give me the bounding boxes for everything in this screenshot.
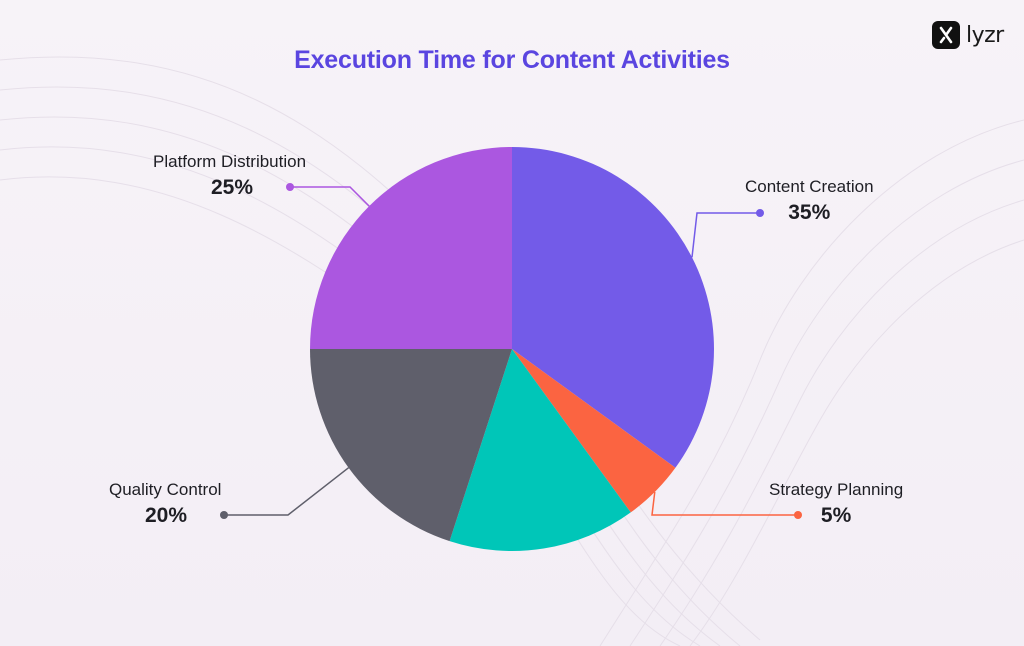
label-strategy-planning: Strategy Planning 5% [769, 480, 903, 528]
label-quality-control: Quality Control 20% [109, 480, 221, 528]
pie-slice-quality-control [310, 349, 512, 542]
pie-slice-content-creation [512, 147, 714, 468]
leader-line [691, 212, 760, 258]
lyzr-logo-icon [932, 21, 960, 49]
slice-percent: 35% [788, 201, 831, 224]
label-content-creation: Content Creation 35% [745, 177, 874, 225]
slice-name: Content Creation [745, 177, 874, 196]
pie-slice-platform-distribution [310, 147, 512, 349]
leader-line [290, 186, 370, 207]
leader-line [651, 491, 798, 516]
leader-dot [286, 183, 294, 191]
leader-dot [220, 511, 228, 519]
leader-dot [756, 209, 764, 217]
slice-percent: 25% [211, 176, 254, 199]
slice-name: Quality Control [109, 480, 222, 499]
leader-line [224, 467, 350, 516]
slice-percent: 5% [820, 504, 852, 527]
pie-slice-unlabeled [449, 349, 631, 551]
slice-name: Platform Distribution [153, 152, 307, 171]
brand-logo: lyzr [932, 21, 1004, 49]
slice-name: Strategy Planning [769, 480, 904, 499]
chart-title: Execution Time for Content Activities [294, 46, 730, 74]
slice-percent: 20% [145, 504, 188, 527]
pie-slice-strategy-planning [512, 349, 676, 513]
label-platform-distribution: Platform Distribution 25% [153, 152, 306, 200]
leader-dot [794, 511, 802, 519]
brand-name: lyzr [966, 22, 1004, 48]
